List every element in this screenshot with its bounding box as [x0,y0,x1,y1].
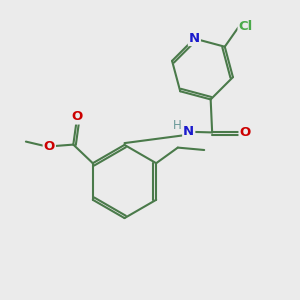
Text: H: H [173,119,182,132]
Text: N: N [183,125,194,138]
Text: Cl: Cl [238,20,253,33]
Text: O: O [44,140,55,153]
Text: O: O [239,126,251,139]
Text: N: N [189,32,200,45]
Text: O: O [71,110,82,124]
